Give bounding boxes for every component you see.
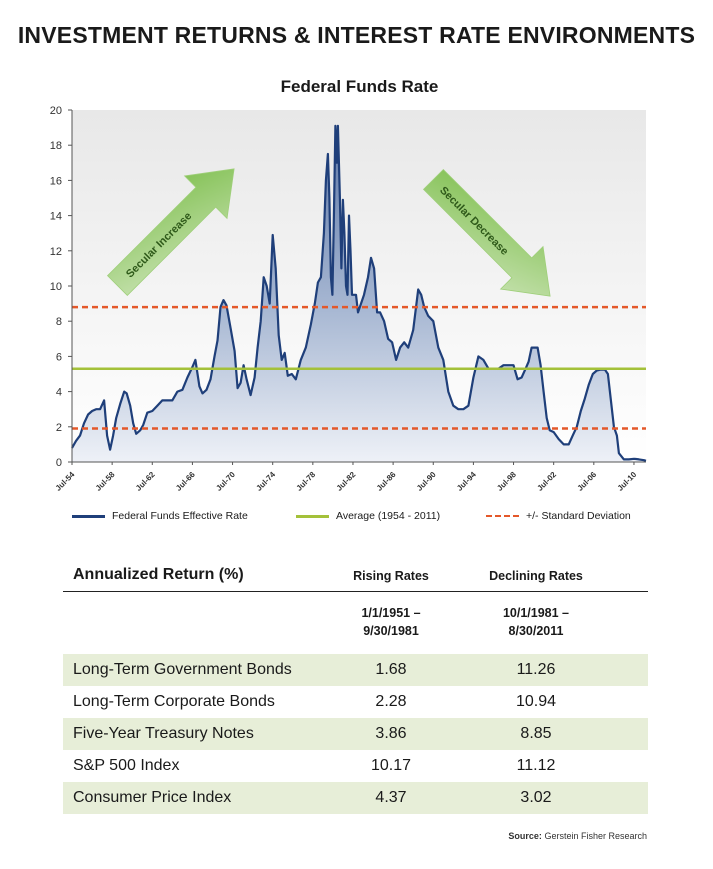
chart-legend: Federal Funds Effective Rate Average (19… xyxy=(72,510,652,528)
y-tick-label: 20 xyxy=(50,105,62,117)
x-tick-label: Jul-58 xyxy=(94,470,117,493)
rising-date-range: 1/1/1951 – 9/30/1981 xyxy=(321,604,461,640)
x-tick-label: Jul-06 xyxy=(576,470,599,493)
x-tick-label: Jul-02 xyxy=(535,470,558,493)
x-tick-label: Jul-78 xyxy=(295,470,318,493)
row-rising-value: 10.17 xyxy=(370,757,412,774)
declining-date-start: 10/1/1981 – xyxy=(502,606,570,620)
secular-increase-arrow-shape xyxy=(106,168,235,297)
row-declining-value: 8.85 xyxy=(520,725,552,742)
legend-item-average: Average (1954 - 2011) xyxy=(296,510,440,522)
row-label: Five-Year Treasury Notes xyxy=(73,725,254,742)
legend-item-effective: Federal Funds Effective Rate xyxy=(72,510,248,522)
x-tick-label: Jul-82 xyxy=(335,470,358,493)
table-header-label: Annualized Return (%) xyxy=(73,566,244,583)
row-rising-value: 4.37 xyxy=(375,789,407,806)
row-rising-value: 3.86 xyxy=(375,725,407,742)
table-row: Five-Year Treasury Notes 3.86 8.85 xyxy=(63,718,648,750)
x-tick-label: Jul-94 xyxy=(455,470,478,493)
table-row: S&P 500 Index 10.17 11.12 xyxy=(63,750,648,782)
row-declining-value: 11.12 xyxy=(516,757,556,774)
row-label: Long-Term Corporate Bonds xyxy=(73,693,275,710)
table-date-row: 1/1/1951 – 9/30/1981 10/1/1981 – 8/30/20… xyxy=(63,592,648,654)
x-tick-label: Jul-90 xyxy=(415,470,438,493)
y-tick-label: 8 xyxy=(56,316,62,328)
table-row: Consumer Price Index 4.37 3.02 xyxy=(63,782,648,814)
row-declining-value: 3.02 xyxy=(520,789,552,806)
legend-swatch-average xyxy=(296,514,329,518)
rising-date-end: 9/30/1981 xyxy=(363,624,419,638)
y-tick-label: 2 xyxy=(56,422,62,434)
source-note: Source: Gerstein Fisher Research xyxy=(508,831,647,841)
y-tick-label: 18 xyxy=(50,140,62,152)
row-declining-value: 10.94 xyxy=(515,693,557,710)
legend-item-stddev: +/- Standard Deviation xyxy=(486,510,631,522)
legend-label-effective: Federal Funds Effective Rate xyxy=(112,510,248,522)
row-label: Consumer Price Index xyxy=(73,789,232,806)
legend-swatch-effective xyxy=(72,514,105,518)
table-row: Long-Term Government Bonds 1.68 11.26 xyxy=(63,654,648,686)
row-label: S&P 500 Index xyxy=(73,757,180,774)
row-rising-value: 2.28 xyxy=(375,693,407,710)
federal-funds-chart: 0 2 4 6 8 10 12 14 16 18 20 Jul-54 Jul-58 Jul-62 Jul-6… xyxy=(50,105,647,493)
row-rising-value: 1.68 xyxy=(375,661,407,678)
source-label: Source: xyxy=(508,831,542,841)
source-text: Gerstein Fisher Research xyxy=(544,831,647,841)
row-declining-value: 11.26 xyxy=(516,661,556,678)
x-tick-label: Jul-54 xyxy=(54,470,77,493)
y-tick-label: 16 xyxy=(50,175,62,187)
table-row: Long-Term Corporate Bonds 2.28 10.94 xyxy=(63,686,648,718)
x-tick-label: Jul-86 xyxy=(375,470,398,493)
secular-decrease-arrow-shape xyxy=(422,168,551,297)
legend-swatch-stddev xyxy=(486,515,519,517)
header-declining-rates: Declining Rates xyxy=(489,569,583,583)
y-tick-label: 10 xyxy=(50,281,62,293)
chart-title: Federal Funds Rate xyxy=(280,77,439,96)
x-tick-label: Jul-10 xyxy=(616,470,639,493)
x-tick-label: Jul-70 xyxy=(214,470,237,493)
page-title: INVESTMENT RETURNS & INTEREST RATE ENVIR… xyxy=(17,22,696,48)
x-tick-label: Jul-66 xyxy=(174,470,197,493)
row-label: Long-Term Government Bonds xyxy=(73,661,292,678)
rate-line xyxy=(71,124,647,462)
returns-table: Annualized Return (%) Rising Rates Decli… xyxy=(63,560,648,814)
rate-area xyxy=(72,125,646,463)
declining-date-range: 10/1/1981 – 8/30/2011 xyxy=(466,604,606,640)
header-rising-rates: Rising Rates xyxy=(353,569,429,583)
y-tick-label: 0 xyxy=(56,457,62,469)
y-tick-label: 14 xyxy=(50,211,62,223)
legend-label-stddev: +/- Standard Deviation xyxy=(526,510,631,522)
legend-label-average: Average (1954 - 2011) xyxy=(336,510,441,522)
x-tick-label: Jul-98 xyxy=(495,470,518,493)
y-tick-label: 6 xyxy=(56,351,62,363)
y-tick-label: 4 xyxy=(56,387,62,399)
y-tick-label: 12 xyxy=(50,246,62,258)
rising-date-start: 1/1/1951 – xyxy=(361,606,421,620)
table-header: Annualized Return (%) Rising Rates Decli… xyxy=(63,560,648,592)
declining-date-end: 8/30/2011 xyxy=(508,624,564,638)
x-tick-label: Jul-62 xyxy=(134,470,157,493)
x-tick-label: Jul-74 xyxy=(254,470,277,493)
